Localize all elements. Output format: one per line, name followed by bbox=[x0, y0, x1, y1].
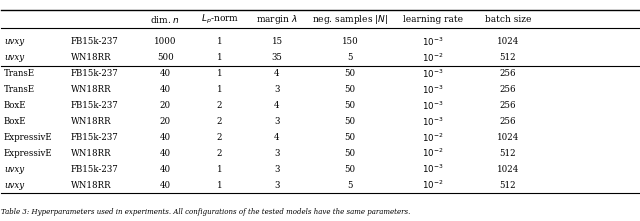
Text: 512: 512 bbox=[500, 53, 516, 62]
Text: $10^{-2}$: $10^{-2}$ bbox=[422, 147, 444, 160]
Text: FB15k-237: FB15k-237 bbox=[71, 101, 118, 110]
Text: uvxy: uvxy bbox=[4, 37, 24, 46]
Text: 256: 256 bbox=[500, 117, 516, 126]
Text: 5: 5 bbox=[348, 53, 353, 62]
Text: margin $\lambda$: margin $\lambda$ bbox=[256, 13, 298, 27]
Text: $10^{-3}$: $10^{-3}$ bbox=[422, 115, 444, 128]
Text: 50: 50 bbox=[345, 133, 356, 142]
Text: 50: 50 bbox=[345, 165, 356, 174]
Text: 512: 512 bbox=[500, 149, 516, 158]
Text: 40: 40 bbox=[160, 181, 171, 190]
Text: 40: 40 bbox=[160, 149, 171, 158]
Text: FB15k-237: FB15k-237 bbox=[71, 133, 118, 142]
Text: 35: 35 bbox=[271, 53, 282, 62]
Text: 20: 20 bbox=[160, 101, 171, 110]
Text: FB15k-237: FB15k-237 bbox=[71, 165, 118, 174]
Text: WN18RR: WN18RR bbox=[71, 53, 111, 62]
Text: 512: 512 bbox=[500, 181, 516, 190]
Text: 3: 3 bbox=[275, 149, 280, 158]
Text: uvxy: uvxy bbox=[4, 53, 24, 62]
Text: 1: 1 bbox=[217, 69, 223, 78]
Text: 40: 40 bbox=[160, 133, 171, 142]
Text: 50: 50 bbox=[345, 101, 356, 110]
Text: batch size: batch size bbox=[484, 15, 531, 25]
Text: $10^{-3}$: $10^{-3}$ bbox=[422, 83, 444, 96]
Text: uvxy: uvxy bbox=[4, 181, 24, 190]
Text: 50: 50 bbox=[345, 69, 356, 78]
Text: uvxy: uvxy bbox=[4, 165, 24, 174]
Text: $10^{-3}$: $10^{-3}$ bbox=[422, 163, 444, 175]
Text: ExpressivE: ExpressivE bbox=[4, 149, 52, 158]
Text: 40: 40 bbox=[160, 165, 171, 174]
Text: BoxE: BoxE bbox=[4, 101, 26, 110]
Text: 2: 2 bbox=[217, 117, 222, 126]
Text: TransE: TransE bbox=[4, 69, 35, 78]
Text: FB15k-237: FB15k-237 bbox=[71, 69, 118, 78]
Text: 1: 1 bbox=[217, 37, 223, 46]
Text: 1024: 1024 bbox=[497, 133, 519, 142]
Text: 1: 1 bbox=[217, 165, 223, 174]
Text: WN18RR: WN18RR bbox=[71, 181, 111, 190]
Text: 20: 20 bbox=[160, 117, 171, 126]
Text: $10^{-2}$: $10^{-2}$ bbox=[422, 51, 444, 64]
Text: dim. $n$: dim. $n$ bbox=[150, 14, 180, 25]
Text: $10^{-3}$: $10^{-3}$ bbox=[422, 99, 444, 112]
Text: 4: 4 bbox=[274, 101, 280, 110]
Text: $10^{-2}$: $10^{-2}$ bbox=[422, 131, 444, 144]
Text: 40: 40 bbox=[160, 69, 171, 78]
Text: 256: 256 bbox=[500, 85, 516, 94]
Text: WN18RR: WN18RR bbox=[71, 85, 111, 94]
Text: 3: 3 bbox=[275, 165, 280, 174]
Text: ExpressivE: ExpressivE bbox=[4, 133, 52, 142]
Text: $L_p$-norm: $L_p$-norm bbox=[200, 13, 239, 27]
Text: 50: 50 bbox=[345, 117, 356, 126]
Text: learning rate: learning rate bbox=[403, 15, 463, 25]
Text: 2: 2 bbox=[217, 101, 222, 110]
Text: 3: 3 bbox=[275, 181, 280, 190]
Text: Table 3: Hyperparameters used in experiments. All configurations of the tested m: Table 3: Hyperparameters used in experim… bbox=[1, 208, 411, 216]
Text: 40: 40 bbox=[160, 85, 171, 94]
Text: 1: 1 bbox=[217, 181, 223, 190]
Text: 256: 256 bbox=[500, 69, 516, 78]
Text: 3: 3 bbox=[275, 117, 280, 126]
Text: 1: 1 bbox=[217, 85, 223, 94]
Text: 1024: 1024 bbox=[497, 37, 519, 46]
Text: 1: 1 bbox=[217, 53, 223, 62]
Text: BoxE: BoxE bbox=[4, 117, 26, 126]
Text: 150: 150 bbox=[342, 37, 358, 46]
Text: WN18RR: WN18RR bbox=[71, 117, 111, 126]
Text: 256: 256 bbox=[500, 101, 516, 110]
Text: 1000: 1000 bbox=[154, 37, 177, 46]
Text: TransE: TransE bbox=[4, 85, 35, 94]
Text: 500: 500 bbox=[157, 53, 174, 62]
Text: $10^{-3}$: $10^{-3}$ bbox=[422, 67, 444, 80]
Text: neg. samples $|N|$: neg. samples $|N|$ bbox=[312, 13, 388, 27]
Text: 5: 5 bbox=[348, 181, 353, 190]
Text: $10^{-3}$: $10^{-3}$ bbox=[422, 36, 444, 48]
Text: 4: 4 bbox=[274, 133, 280, 142]
Text: 15: 15 bbox=[271, 37, 282, 46]
Text: 2: 2 bbox=[217, 133, 222, 142]
Text: $10^{-2}$: $10^{-2}$ bbox=[422, 179, 444, 191]
Text: 1024: 1024 bbox=[497, 165, 519, 174]
Text: 2: 2 bbox=[217, 149, 222, 158]
Text: FB15k-237: FB15k-237 bbox=[71, 37, 118, 46]
Text: 50: 50 bbox=[345, 85, 356, 94]
Text: 50: 50 bbox=[345, 149, 356, 158]
Text: 4: 4 bbox=[274, 69, 280, 78]
Text: WN18RR: WN18RR bbox=[71, 149, 111, 158]
Text: 3: 3 bbox=[275, 85, 280, 94]
